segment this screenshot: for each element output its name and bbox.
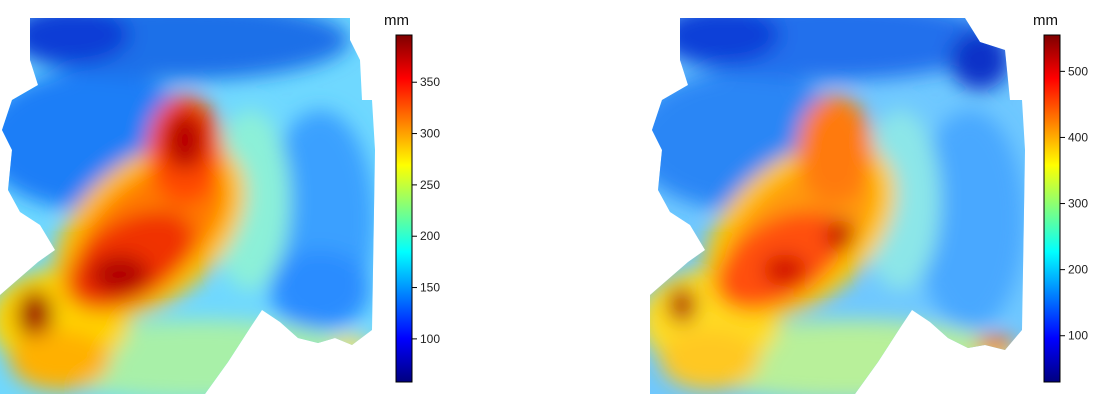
- colorbar-tick-label: 200: [1068, 263, 1088, 277]
- right-colorbar-unit: mm: [1033, 12, 1058, 29]
- right-map-field: [650, 18, 1025, 394]
- right-precip-map: [650, 18, 1025, 394]
- colorbar-tick-label: 500: [1068, 64, 1088, 78]
- colorbar-tick-label: 250: [420, 178, 440, 192]
- colorbar-tick-label: 100: [420, 332, 440, 346]
- left-map-field: [0, 18, 375, 394]
- colorbar-tick-label: 350: [420, 75, 440, 89]
- left-colorbar: 100 150 200 250 300 350: [395, 34, 440, 383]
- colorbar-tick-label: 150: [420, 281, 440, 295]
- colorbar-tick-label: 200: [420, 229, 440, 243]
- colorbar-tick-label: 300: [1068, 197, 1088, 211]
- right-colorbar-ticks: 100 200 300 400 500: [1060, 64, 1088, 343]
- right-colorbar-gradient: [1043, 34, 1061, 383]
- colorbar-tick-label: 300: [420, 127, 440, 141]
- left-precip-map: [0, 18, 375, 394]
- right-colorbar: 100 200 300 400 500: [1043, 34, 1088, 383]
- colorbar-tick-label: 400: [1068, 130, 1088, 144]
- left-colorbar-gradient: [395, 34, 413, 383]
- left-colorbar-unit: mm: [384, 12, 409, 29]
- colorbar-tick-label: 100: [1068, 329, 1088, 343]
- left-colorbar-ticks: 100 150 200 250 300 350: [412, 75, 440, 346]
